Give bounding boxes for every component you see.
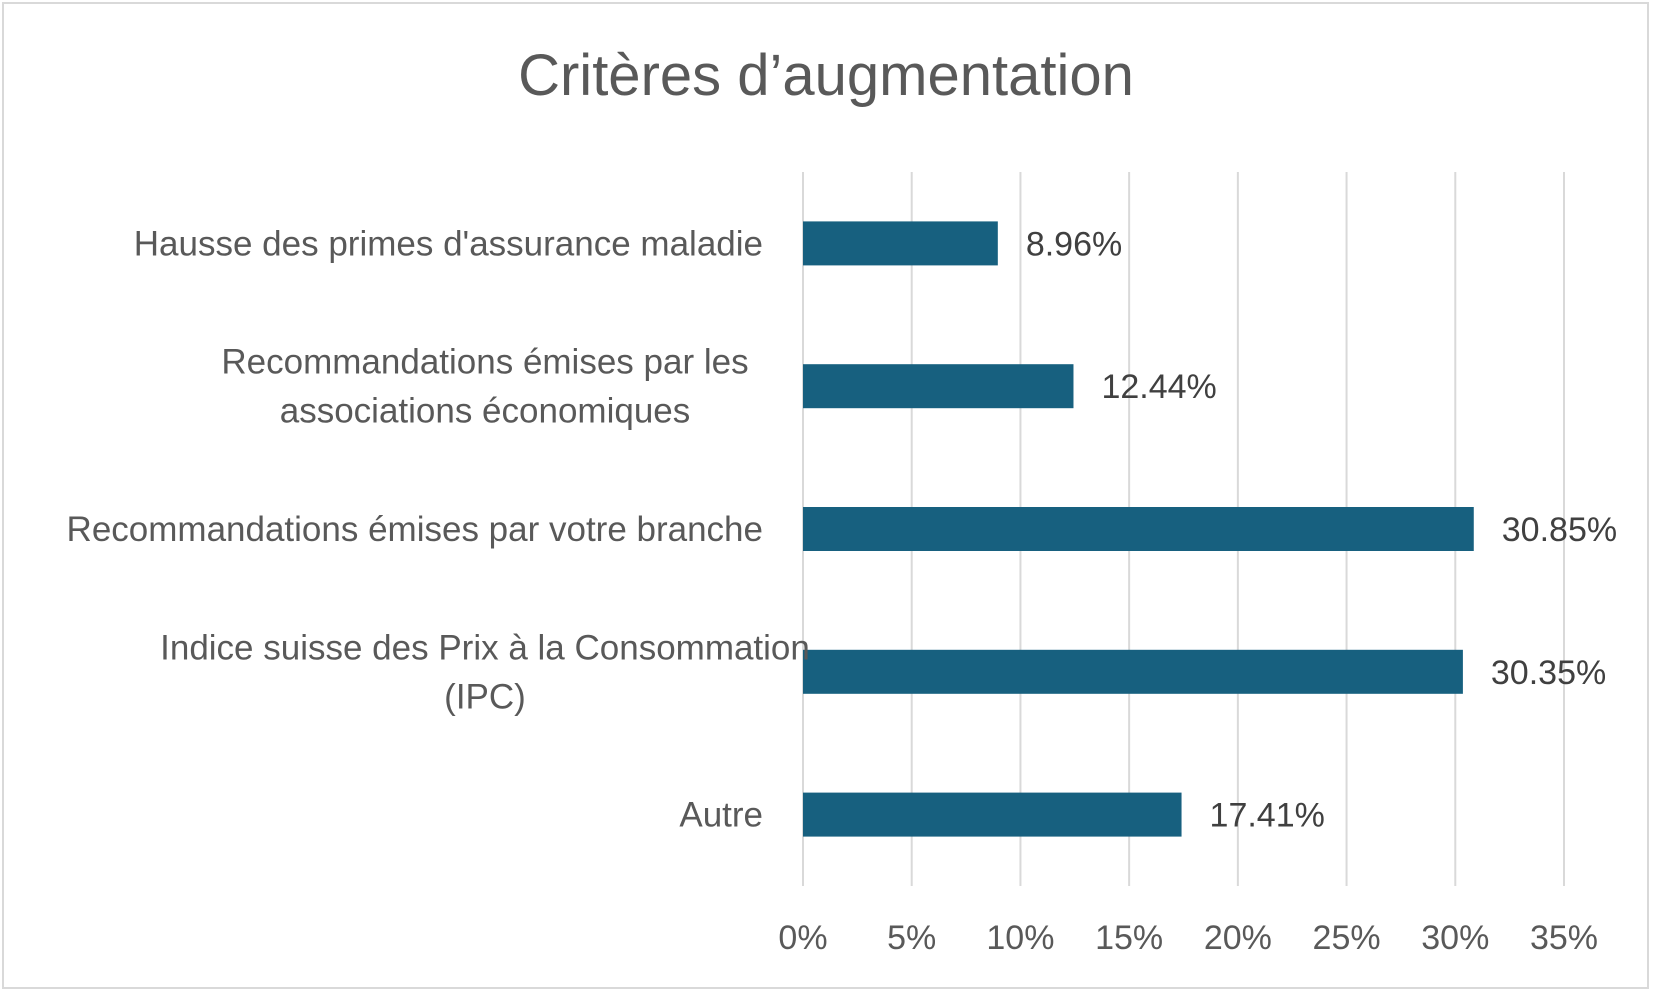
category-label: Indice suisse des Prix à la Consommation… [160, 628, 810, 716]
category-label-line: Indice suisse des Prix à la Consommation [160, 628, 810, 667]
category-label-line: Recommandations émises par votre branche [67, 510, 763, 549]
gridlines [802, 172, 1565, 886]
bar-5 [803, 792, 1182, 837]
x-tick-label: 25% [1313, 919, 1381, 957]
data-label: 30.85% [1502, 511, 1617, 549]
category-labels: Hausse des primes d'assurance maladie Rec… [67, 224, 810, 834]
data-label: 30.35% [1491, 654, 1606, 692]
bar-3 [803, 507, 1474, 551]
category-label: Hausse des primes d'assurance maladie [134, 224, 763, 263]
category-label: Recommandations émises par votre branche [67, 510, 763, 549]
x-tick-label: 15% [1095, 919, 1163, 957]
x-tick-label: 20% [1204, 919, 1272, 957]
x-tick-label: 0% [778, 919, 827, 957]
x-axis-ticks: 0% 5% 10% 15% 20% 25% 30% 35% [778, 919, 1598, 957]
x-tick-label: 35% [1530, 919, 1598, 957]
chart-title: Critères d’augmentation [518, 43, 1134, 108]
x-tick-label: 30% [1421, 919, 1489, 957]
category-label-line: Recommandations émises par les [221, 343, 748, 382]
category-label-line: (IPC) [444, 677, 526, 716]
category-label: Recommandations émises par les associatio… [221, 343, 748, 431]
bar-2 [803, 364, 1074, 409]
data-label: 12.44% [1101, 368, 1216, 406]
data-label: 8.96% [1026, 225, 1122, 263]
category-label: Autre [679, 796, 763, 835]
category-label-line: associations économiques [280, 392, 691, 431]
x-tick-label: 10% [986, 919, 1054, 957]
data-labels: 8.96% 12.44% 30.85% 30.35% 17.41% [1026, 225, 1617, 834]
bar-1 [803, 221, 998, 266]
bars [803, 221, 1474, 837]
data-label: 17.41% [1210, 797, 1325, 835]
category-label-line: Hausse des primes d'assurance maladie [134, 224, 763, 263]
x-tick-label: 5% [887, 919, 936, 957]
bar-4 [803, 649, 1463, 694]
category-label-line: Autre [679, 796, 763, 835]
